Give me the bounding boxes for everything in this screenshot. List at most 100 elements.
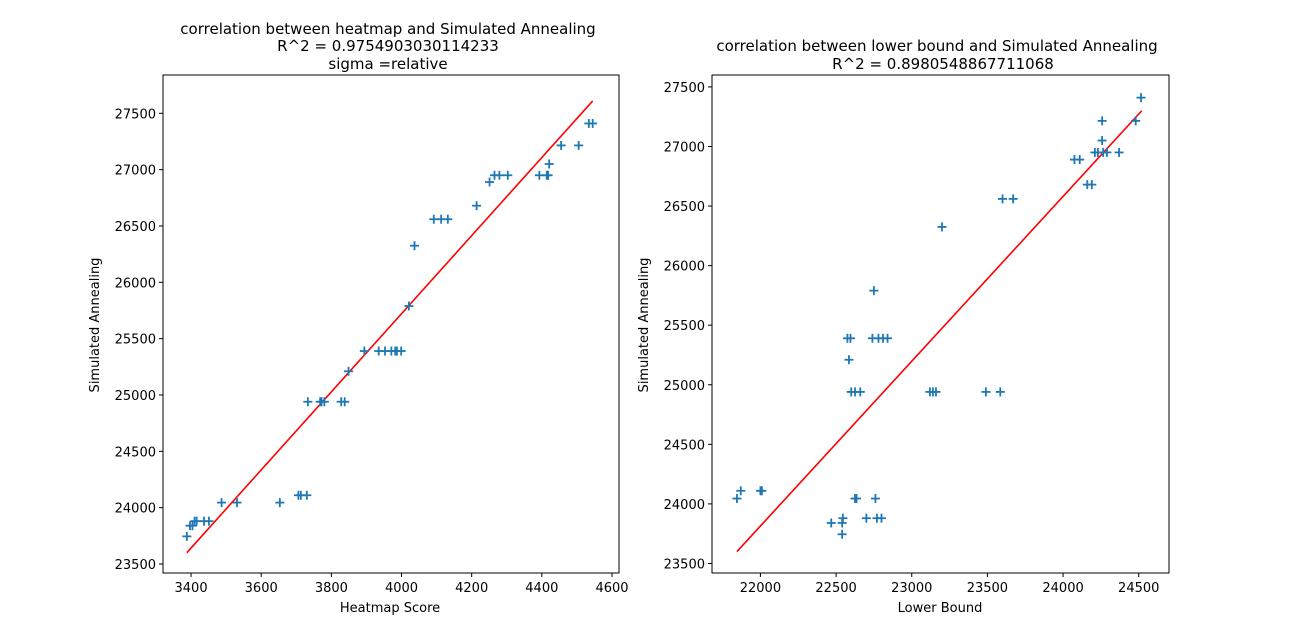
- right-chart-data-point: [1102, 147, 1112, 157]
- right-chart-plot-area: 22000 22500 23000 23500 24000 24500 23500 24000…: [664, 74, 1170, 596]
- right-chart-y-tick-label: 26500: [664, 200, 705, 215]
- left-chart-data-point: [204, 516, 214, 526]
- right-chart-data-point: [736, 486, 746, 496]
- left-chart-x-tick-label: 4600: [595, 581, 628, 596]
- left-chart-data-point: [544, 159, 554, 169]
- left-chart-data-point: [485, 177, 495, 187]
- left-chart-data-point: [472, 201, 482, 211]
- left-chart-title-line-1: correlation between heatmap and Simulate…: [180, 20, 595, 38]
- left-chart-data-point: [443, 214, 453, 224]
- right-chart-data-point: [1075, 155, 1085, 165]
- right-chart-data-point: [998, 194, 1008, 204]
- left-chart-y-tick-label: 25500: [115, 333, 156, 348]
- left-chart-y-tick-label: 27000: [115, 164, 156, 179]
- left-chart-axes-frame: [162, 74, 620, 574]
- right-chart-data-point: [837, 529, 847, 539]
- right-chart-data-point: [1114, 147, 1124, 157]
- right-chart-y-tick-label: 25000: [664, 379, 705, 394]
- right-chart-data-point: [845, 333, 855, 343]
- left-chart-data-point: [302, 490, 312, 500]
- right-chart-x-axis-label: Lower Bound: [898, 601, 983, 616]
- right-chart-data-point: [757, 486, 767, 496]
- left-chart-title-line-2: R^2 = 0.9754903030114233: [277, 37, 499, 55]
- left-chart-y-tick-label: 27500: [115, 107, 156, 122]
- left-chart-x-tick-label: 4400: [525, 581, 558, 596]
- right-chart-y-tick-label: 23500: [664, 557, 705, 572]
- left-chart-data-point: [543, 170, 553, 180]
- right-chart-y-tick-label: 27000: [664, 140, 705, 155]
- right-chart-data-point: [844, 355, 854, 365]
- right-chart-y-axis-label: Simulated Annealing: [637, 258, 652, 393]
- left-chart-data-point: [340, 397, 350, 407]
- left-chart-data-point: [588, 118, 598, 128]
- left-chart-y-tick-label: 24500: [115, 445, 156, 460]
- left-chart-panel: correlation between heatmap and Simulate…: [88, 20, 629, 616]
- right-chart-data-point: [732, 494, 742, 504]
- right-chart-data-point: [855, 387, 865, 397]
- right-chart-y-tick-label: 26000: [664, 260, 705, 275]
- left-chart-data-point: [187, 521, 197, 531]
- right-chart-data-point: [826, 518, 836, 528]
- left-chart-data-point: [275, 498, 285, 508]
- right-chart-data-point: [995, 387, 1005, 397]
- right-chart-regression-line: [736, 110, 1143, 553]
- left-chart-x-tick-label: 3600: [245, 581, 278, 596]
- right-chart-x-tick-label: 24500: [1118, 581, 1159, 596]
- right-chart-title-line-1: correlation between lower bound and Simu…: [716, 37, 1157, 55]
- right-chart-y-tick-label: 24000: [664, 498, 705, 513]
- left-chart-y-tick-label: 25000: [115, 389, 156, 404]
- left-chart-data-point: [410, 241, 420, 251]
- right-chart-data-point: [1136, 93, 1146, 103]
- left-chart-data-point: [217, 498, 227, 508]
- left-chart-x-tick-label: 4200: [455, 581, 488, 596]
- left-chart-data-point: [319, 397, 329, 407]
- left-chart-data-point: [182, 531, 192, 541]
- left-chart-y-tick-label: 23500: [115, 558, 156, 573]
- right-chart-y-tick-label: 27500: [664, 81, 705, 96]
- right-chart-data-point: [981, 387, 991, 397]
- right-chart-x-tick-label: 23500: [967, 581, 1008, 596]
- right-chart-data-point: [1087, 180, 1097, 190]
- right-chart-data-point: [869, 286, 879, 296]
- left-chart-data-point: [344, 366, 354, 376]
- left-chart-y-tick-label: 26500: [115, 220, 156, 235]
- right-chart-y-tick-label: 24500: [664, 438, 705, 453]
- left-chart-y-tick-label: 24000: [115, 502, 156, 517]
- right-chart-y-tick-label: 25500: [664, 319, 705, 334]
- right-chart-data-point: [883, 333, 893, 343]
- right-chart-x-tick-label: 22000: [740, 581, 781, 596]
- left-chart-data-point: [494, 170, 504, 180]
- left-chart-data-point: [574, 140, 584, 150]
- left-chart-data-point: [303, 397, 313, 407]
- left-chart-data-point: [404, 301, 414, 311]
- right-chart-data-point: [852, 494, 862, 504]
- left-chart-x-tick-label: 3400: [175, 581, 208, 596]
- right-chart-title-line-2: R^2 = 0.8980548867711068: [832, 55, 1054, 73]
- right-chart-x-tick-label: 24000: [1042, 581, 1083, 596]
- left-chart-y-axis-label: Simulated Annealing: [88, 258, 103, 393]
- left-chart-data-point: [359, 346, 369, 356]
- right-chart-data-point: [838, 513, 848, 523]
- left-chart-title-line-3: sigma =relative: [328, 55, 447, 73]
- right-chart-data-point: [1097, 136, 1107, 146]
- right-chart-data-point: [876, 513, 886, 523]
- right-chart-x-tick-label: 22500: [815, 581, 856, 596]
- left-chart-x-axis-label: Heatmap Score: [340, 601, 440, 616]
- right-chart-data-point: [861, 513, 871, 523]
- left-chart-x-tick-label: 4000: [385, 581, 418, 596]
- left-chart-y-tick-label: 26000: [115, 276, 156, 291]
- right-chart-data-point: [870, 494, 880, 504]
- right-chart-axes-frame: [711, 74, 1170, 574]
- right-chart-data-point: [1008, 194, 1018, 204]
- right-chart-data-point: [1097, 116, 1107, 126]
- left-chart-data-point: [232, 498, 242, 508]
- right-chart-data-point: [937, 222, 947, 232]
- left-chart-x-tick-label: 3800: [315, 581, 348, 596]
- left-chart-plot-area: 3400 3600 3800 4000 4200 4400 4600 23500 24000 24…: [115, 74, 629, 596]
- right-chart-x-tick-label: 23000: [891, 581, 932, 596]
- right-chart-panel: correlation between lower bound and Simu…: [637, 37, 1170, 616]
- right-chart-data-point: [931, 387, 941, 397]
- right-chart-data-point: [1131, 116, 1141, 126]
